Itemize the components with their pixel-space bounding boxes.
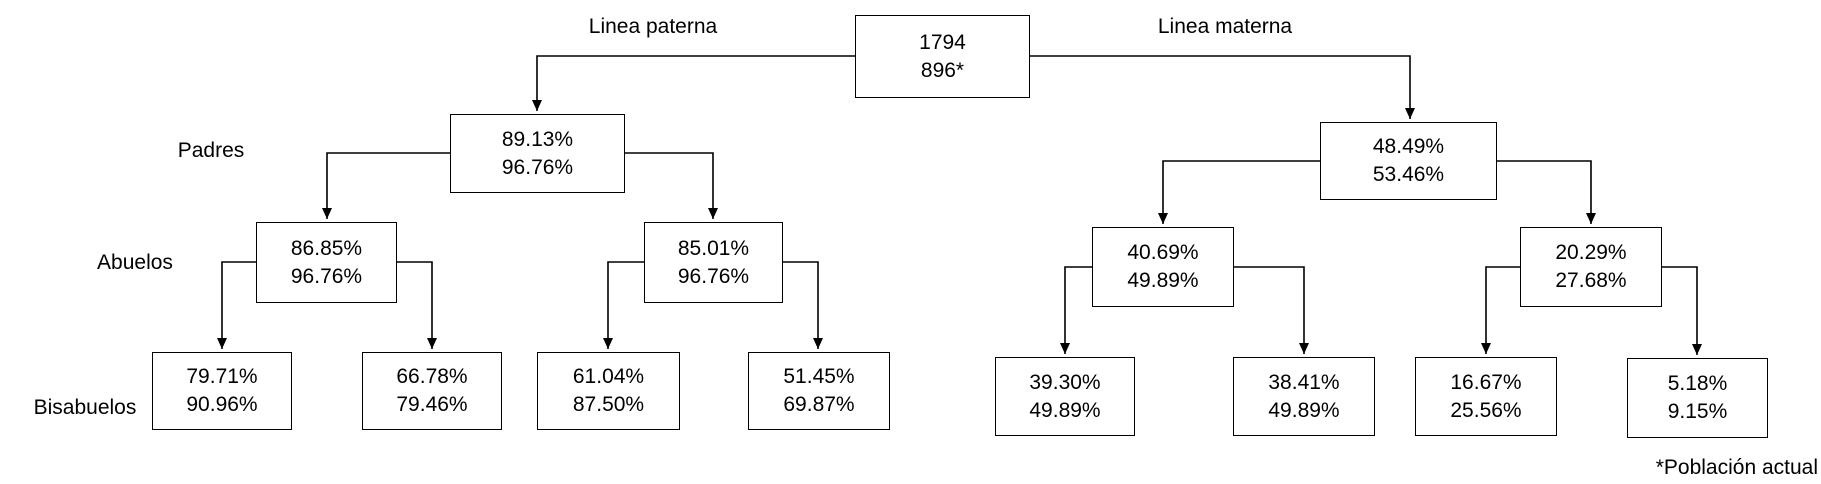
connector-root-paternal xyxy=(532,55,855,111)
node-value-line1: 89.13% xyxy=(501,127,574,151)
connector-ppadres-abuelo2 xyxy=(625,152,718,219)
node-value-line1: 51.45% xyxy=(783,365,855,388)
node-maternal-bisabuelo-4: 5.18% 9.15% xyxy=(1627,358,1768,438)
footnote-current-population: *Población actual xyxy=(1655,456,1818,479)
node-value-line1: 40.69% xyxy=(1127,241,1199,264)
node-value-line1: 79.71% xyxy=(186,365,258,388)
node-value-line2: 79.46% xyxy=(396,393,468,416)
root-total-population: 1794 xyxy=(919,30,966,54)
node-value-line2: 49.89% xyxy=(1268,398,1340,422)
connector-mabuelo1-bis2 xyxy=(1234,266,1309,354)
connector-pabuelo1-bis1 xyxy=(217,261,256,349)
node-paternal-abuelo-1: 86.85% 96.76% xyxy=(256,222,397,303)
node-paternal-padres: 89.13% 96.76% xyxy=(450,114,625,193)
node-value-line2: 49.89% xyxy=(1029,398,1101,422)
node-value-line1: 86.85% xyxy=(290,236,363,260)
node-value-line2: 53.46% xyxy=(1372,163,1445,186)
node-value-line1: 20.29% xyxy=(1555,241,1627,264)
node-value-line2: 25.56% xyxy=(1450,398,1522,422)
node-value-line2: 90.96% xyxy=(186,393,258,416)
connector-pabuelo2-bis4 xyxy=(783,261,823,349)
node-value-line2: 69.87% xyxy=(783,393,855,416)
node-value-line2: 96.76% xyxy=(501,155,574,179)
connector-mabuelo2-bis4 xyxy=(1662,266,1702,355)
node-value-line1: 16.67% xyxy=(1450,370,1522,394)
node-maternal-abuelo-2: 20.29% 27.68% xyxy=(1520,227,1662,307)
node-paternal-bisabuelo-4: 51.45% 69.87% xyxy=(748,352,890,430)
row-label-padres: Padres xyxy=(177,139,245,162)
node-maternal-abuelo-1: 40.69% 49.89% xyxy=(1092,227,1234,307)
node-value-line2: 27.68% xyxy=(1555,269,1627,292)
maternal-branch-label: Linea materna xyxy=(1157,15,1293,38)
node-value-line2: 9.15% xyxy=(1667,400,1728,423)
node-value-line1: 66.78% xyxy=(396,365,468,388)
connector-mabuelo1-bis1 xyxy=(1060,266,1092,354)
node-value-line1: 48.49% xyxy=(1372,135,1445,158)
node-value-line1: 61.04% xyxy=(572,365,645,388)
connector-mabuelo2-bis3 xyxy=(1481,266,1520,354)
node-paternal-bisabuelo-2: 66.78% 79.46% xyxy=(362,352,502,430)
connector-ppadres-abuelo1 xyxy=(322,152,450,219)
node-value-line2: 96.76% xyxy=(677,264,750,288)
node-maternal-bisabuelo-3: 16.67% 25.56% xyxy=(1415,357,1557,436)
connector-pabuelo2-bis3 xyxy=(603,261,644,349)
row-label-bisabuelos: Bisabuelos xyxy=(33,396,137,419)
row-label-abuelos: Abuelos xyxy=(97,251,173,274)
node-paternal-abuelo-2: 85.01% 96.76% xyxy=(644,222,783,303)
connector-mpadres-abuelo2 xyxy=(1497,160,1596,224)
node-paternal-bisabuelo-3: 61.04% 87.50% xyxy=(537,352,680,430)
root-current-population: 896* xyxy=(920,58,965,82)
connector-mpadres-abuelo1 xyxy=(1158,160,1320,224)
node-maternal-bisabuelo-1: 39.30% 49.89% xyxy=(995,357,1135,436)
node-maternal-bisabuelo-2: 38.41% 49.89% xyxy=(1233,357,1375,436)
node-value-line2: 96.76% xyxy=(290,264,363,288)
node-maternal-padres: 48.49% 53.46% xyxy=(1320,122,1497,200)
connector-root-maternal xyxy=(1030,55,1415,119)
node-root: 1794 896* xyxy=(855,15,1030,98)
node-value-line1: 85.01% xyxy=(677,236,750,260)
node-value-line2: 49.89% xyxy=(1127,269,1199,292)
connector-pabuelo1-bis2 xyxy=(397,261,437,349)
node-paternal-bisabuelo-1: 79.71% 90.96% xyxy=(152,352,292,430)
node-value-line1: 38.41% xyxy=(1268,370,1340,394)
paternal-branch-label: Linea paterna xyxy=(588,15,718,38)
node-value-line2: 87.50% xyxy=(572,393,645,416)
node-value-line1: 39.30% xyxy=(1029,370,1101,394)
node-value-line1: 5.18% xyxy=(1667,372,1728,395)
